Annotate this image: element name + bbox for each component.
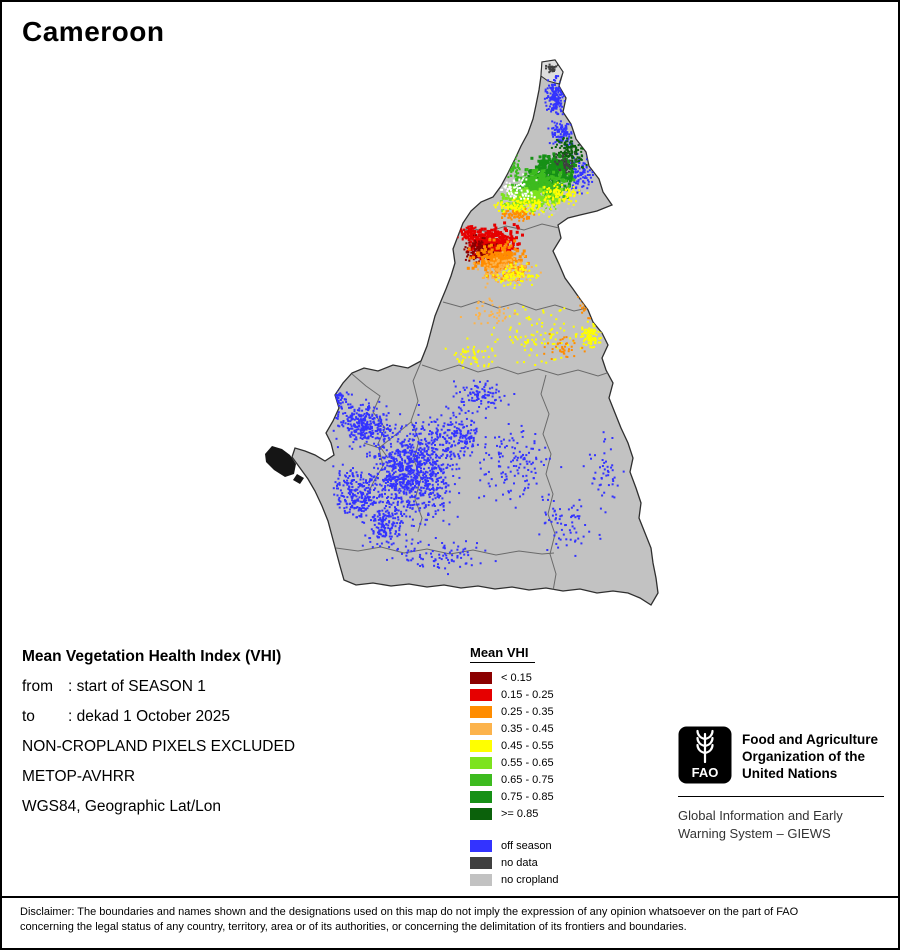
disclaimer-text: Disclaimer: The boundaries and names sho… [20, 906, 799, 933]
fao-logo: FAO [678, 726, 732, 784]
legend-row: >= 0.85 [470, 805, 559, 822]
legend-row: 0.15 - 0.25 [470, 686, 559, 703]
legend-row: 0.65 - 0.75 [470, 771, 559, 788]
legend-label: 0.55 - 0.65 [501, 756, 554, 769]
legend-label: 0.35 - 0.45 [501, 722, 554, 735]
legend-color-swatch [470, 807, 492, 820]
fao-divider [678, 796, 884, 797]
page-title: Cameroon [22, 16, 165, 47]
fao-logo-text: FAO [692, 765, 719, 780]
fao-org-name: Food and Agriculture Organization of the… [742, 732, 878, 781]
coastline-detail [265, 446, 304, 484]
sensor-note: METOP-AVHRR [22, 768, 136, 785]
legend-color-swatch [470, 839, 492, 852]
legend-label: < 0.15 [501, 671, 532, 684]
legend-color-swatch [470, 705, 492, 718]
to-label: to [22, 708, 35, 725]
legend-row: 0.55 - 0.65 [470, 754, 559, 771]
map-parameters-block: Mean Vegetation Health Index (VHI) from:… [22, 642, 295, 822]
legend-color-swatch [470, 790, 492, 803]
legend-label: 0.45 - 0.55 [501, 739, 554, 752]
legend-label: 0.15 - 0.25 [501, 688, 554, 701]
legend-color-swatch [470, 856, 492, 869]
legend-row: no data [470, 854, 559, 871]
legend-color-swatch [470, 722, 492, 735]
legend-row: 0.35 - 0.45 [470, 720, 559, 737]
country-outline [291, 59, 659, 606]
from-value: : start of SEASON 1 [68, 678, 206, 695]
legend-row: < 0.15 [470, 669, 559, 686]
legend-class-list: < 0.15 0.15 - 0.25 0.25 - 0.35 0.35 - 0.45 0… [470, 669, 559, 822]
legend-row: 0.75 - 0.85 [470, 788, 559, 805]
legend-label: >= 0.85 [501, 807, 539, 820]
legend-label: 0.75 - 0.85 [501, 790, 554, 803]
to-line: to : dekad 1 October 2025 [22, 702, 295, 732]
from-label: from [22, 678, 53, 695]
vhi-pixels [317, 63, 625, 576]
legend-color-swatch [470, 739, 492, 752]
legend-label: 0.25 - 0.35 [501, 705, 554, 718]
legend-row: no cropland [470, 871, 559, 888]
legend-color-swatch [470, 873, 492, 886]
legend-label: no data [501, 856, 538, 869]
legend-color-swatch [470, 671, 492, 684]
legend-label: 0.65 - 0.75 [501, 773, 554, 786]
legend-color-swatch [470, 756, 492, 769]
legend-row: 0.45 - 0.55 [470, 737, 559, 754]
disclaimer-divider [2, 896, 898, 898]
giews-label: Global Information and Early Warning Sys… [678, 808, 843, 841]
legend-color-swatch [470, 773, 492, 786]
legend-title: Mean VHI [470, 645, 535, 663]
from-line: from : start of SEASON 1 [22, 672, 295, 702]
noncropland-note: NON-CROPLAND PIXELS EXCLUDED [22, 738, 296, 755]
projection-note: WGS84, Geographic Lat/Lon [22, 798, 222, 815]
legend-color-swatch [470, 688, 492, 701]
legend-status-list: off season no data no cropland [470, 837, 559, 888]
fao-logo-row: FAO Food and Agriculture Organization of… [678, 726, 888, 784]
legend-row: 0.25 - 0.35 [470, 703, 559, 720]
vhi-index-title: Mean Vegetation Health Index (VHI) [22, 648, 282, 665]
vhi-legend: Mean VHI < 0.15 0.15 - 0.25 0.25 - 0.35 0.3… [470, 644, 559, 888]
fao-branding-block: FAO Food and Agriculture Organization of… [678, 726, 888, 843]
legend-label: off season [501, 839, 552, 852]
to-value: : dekad 1 October 2025 [68, 708, 231, 725]
legend-row: off season [470, 837, 559, 854]
legend-label: no cropland [501, 873, 559, 886]
wheat-icon [696, 729, 714, 764]
